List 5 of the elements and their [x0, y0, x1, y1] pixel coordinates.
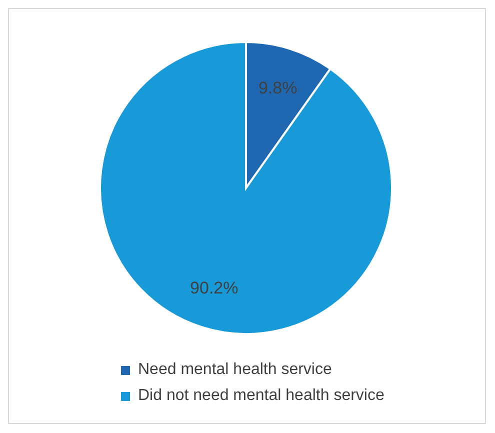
- legend-label: Did not need mental health service: [138, 387, 384, 405]
- pie-slice: [99, 41, 393, 335]
- data-label: 9.8%: [258, 78, 298, 98]
- legend-label: Need mental health service: [138, 361, 332, 379]
- data-label: 90.2%: [190, 278, 238, 298]
